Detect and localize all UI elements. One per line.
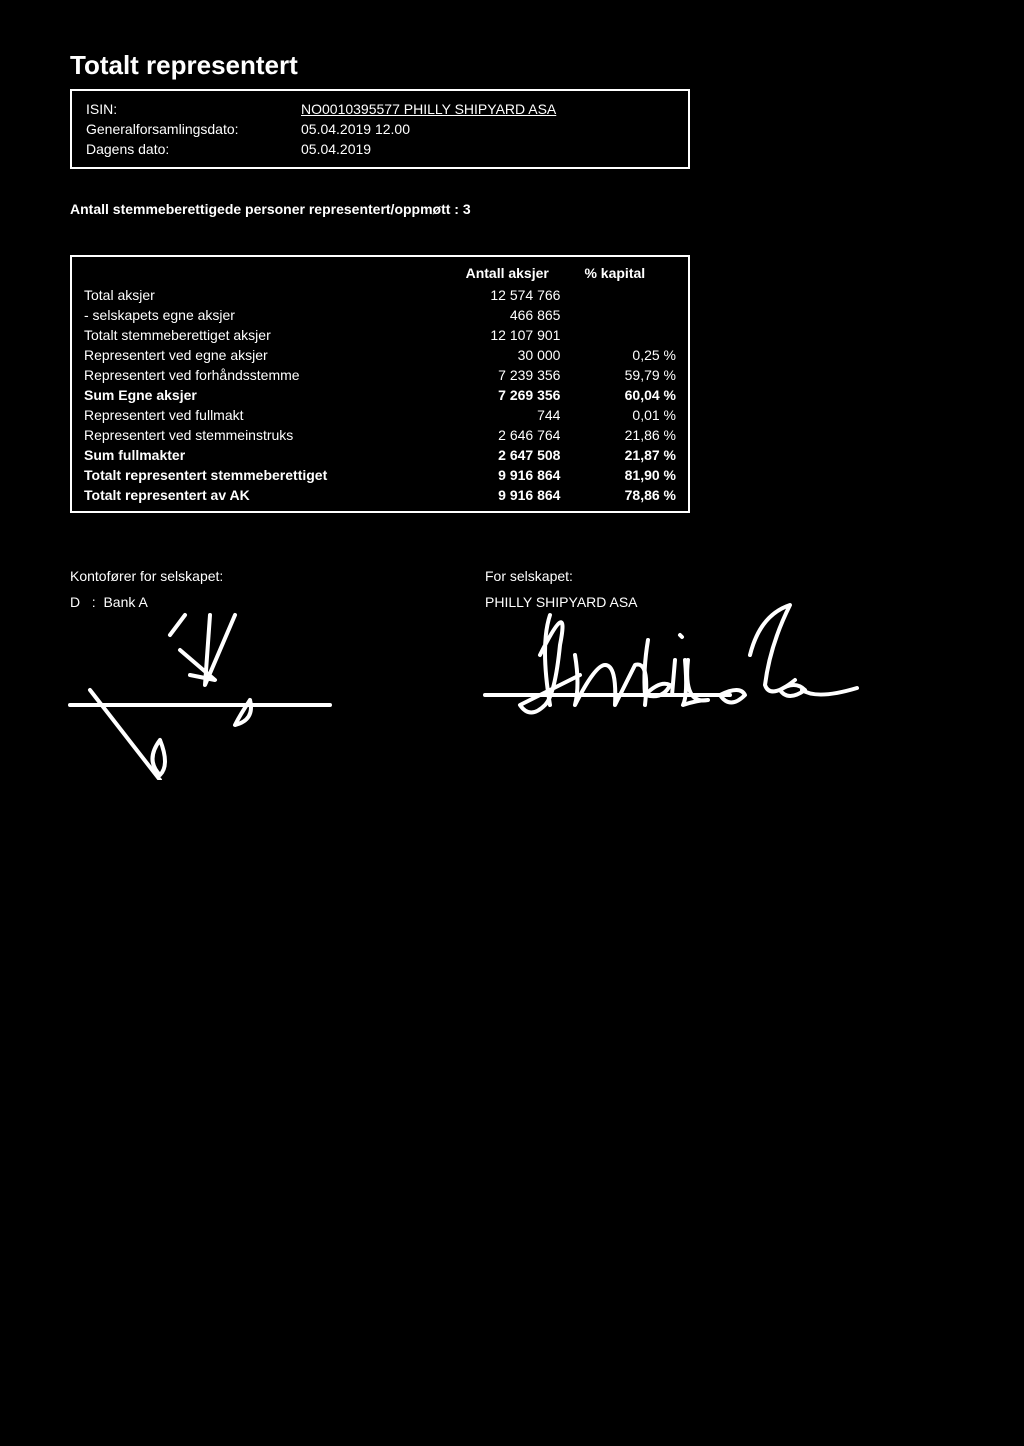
row-pct <box>572 285 689 305</box>
table-row: Sum fullmakter2 647 50821,87 % <box>71 445 689 465</box>
row-pct: 0,25 % <box>572 345 689 365</box>
attendees-line: Antall stemmeberettigede personer repres… <box>70 201 954 217</box>
shares-table: Antall aksjer % kapital Total aksjer12 5… <box>70 255 690 513</box>
row-pct: 81,90 % <box>572 465 689 485</box>
row-label: Sum Egne aksjer <box>71 385 426 405</box>
table-row: - selskapets egne aksjer466 865 <box>71 305 689 325</box>
isin-label: ISIN: <box>86 101 301 117</box>
row-pct: 78,86 % <box>572 485 689 512</box>
row-label: Representert ved forhåndsstemme <box>71 365 426 385</box>
row-shares: 7 239 356 <box>426 365 573 385</box>
row-shares: 466 865 <box>426 305 573 325</box>
table-row: Sum Egne aksjer7 269 35660,04 % <box>71 385 689 405</box>
table-row: Representert ved egne aksjer30 0000,25 % <box>71 345 689 365</box>
row-pct <box>572 305 689 325</box>
sig-left-org: D : Bank A <box>70 594 355 610</box>
signature-scribble-right <box>480 595 860 745</box>
row-label: Sum fullmakter <box>71 445 426 465</box>
row-label: Totalt representert av AK <box>71 485 426 512</box>
today-label: Dagens dato: <box>86 141 301 157</box>
sig-left-org-rest: Bank A <box>103 594 147 610</box>
row-label: Totalt representert stemmeberettiget <box>71 465 426 485</box>
table-row: Totalt stemmeberettiget aksjer12 107 901 <box>71 325 689 345</box>
row-shares: 744 <box>426 405 573 425</box>
table-row: Representert ved fullmakt7440,01 % <box>71 405 689 425</box>
row-shares: 12 107 901 <box>426 325 573 345</box>
row-pct: 59,79 % <box>572 365 689 385</box>
row-shares: 9 916 864 <box>426 485 573 512</box>
row-label: Representert ved stemmeinstruks <box>71 425 426 445</box>
meeting-date-row: Generalforsamlingsdato: 05.04.2019 12.00 <box>86 119 674 139</box>
row-shares: 30 000 <box>426 345 573 365</box>
meeting-date-label: Generalforsamlingsdato: <box>86 121 301 137</box>
row-pct: 21,87 % <box>572 445 689 465</box>
sig-right-area <box>485 620 770 770</box>
table-row: Totalt representert av AK9 916 86478,86 … <box>71 485 689 512</box>
sig-right-role: For selskapet: <box>485 568 770 584</box>
meeting-date-value: 05.04.2019 12.00 <box>301 121 674 137</box>
header-shares: Antall aksjer <box>426 256 573 285</box>
row-shares: 12 574 766 <box>426 285 573 305</box>
table-row: Total aksjer12 574 766 <box>71 285 689 305</box>
table-row: Representert ved forhåndsstemme7 239 356… <box>71 365 689 385</box>
row-pct: 0,01 % <box>572 405 689 425</box>
sig-left-area <box>70 620 355 770</box>
table-row: Representert ved stemmeinstruks2 646 764… <box>71 425 689 445</box>
row-pct <box>572 325 689 345</box>
row-shares: 2 646 764 <box>426 425 573 445</box>
row-shares: 7 269 356 <box>426 385 573 405</box>
table-header-row: Antall aksjer % kapital <box>71 256 689 285</box>
row-pct: 60,04 % <box>572 385 689 405</box>
signature-scribble-left <box>50 610 370 780</box>
header-pct: % kapital <box>572 256 689 285</box>
isin-row: ISIN: NO0010395577 PHILLY SHIPYARD ASA <box>86 99 674 119</box>
isin-value: NO0010395577 PHILLY SHIPYARD ASA <box>301 101 674 117</box>
row-label: Representert ved egne aksjer <box>71 345 426 365</box>
signature-section: Kontofører for selskapet: D : Bank A For… <box>70 568 770 770</box>
row-label: Representert ved fullmakt <box>71 405 426 425</box>
info-box: ISIN: NO0010395577 PHILLY SHIPYARD ASA G… <box>70 89 690 169</box>
attendees-count: 3 <box>463 201 471 217</box>
header-empty <box>71 256 426 285</box>
row-shares: 2 647 508 <box>426 445 573 465</box>
row-label: Total aksjer <box>71 285 426 305</box>
sig-left-role: Kontofører for selskapet: <box>70 568 355 584</box>
row-label: - selskapets egne aksjer <box>71 305 426 325</box>
sig-left-org-sep: : <box>92 594 96 610</box>
row-pct: 21,86 % <box>572 425 689 445</box>
sig-left-org-prefix: D <box>70 594 80 610</box>
table-row: Totalt representert stemmeberettiget9 91… <box>71 465 689 485</box>
row-shares: 9 916 864 <box>426 465 573 485</box>
today-value: 05.04.2019 <box>301 141 674 157</box>
today-row: Dagens dato: 05.04.2019 <box>86 139 674 159</box>
page-title: Totalt representert <box>70 50 954 81</box>
signature-left: Kontofører for selskapet: D : Bank A <box>70 568 355 770</box>
signature-right: For selskapet: PHILLY SHIPYARD ASA <box>485 568 770 770</box>
row-label: Totalt stemmeberettiget aksjer <box>71 325 426 345</box>
attendees-label: Antall stemmeberettigede personer repres… <box>70 201 459 217</box>
